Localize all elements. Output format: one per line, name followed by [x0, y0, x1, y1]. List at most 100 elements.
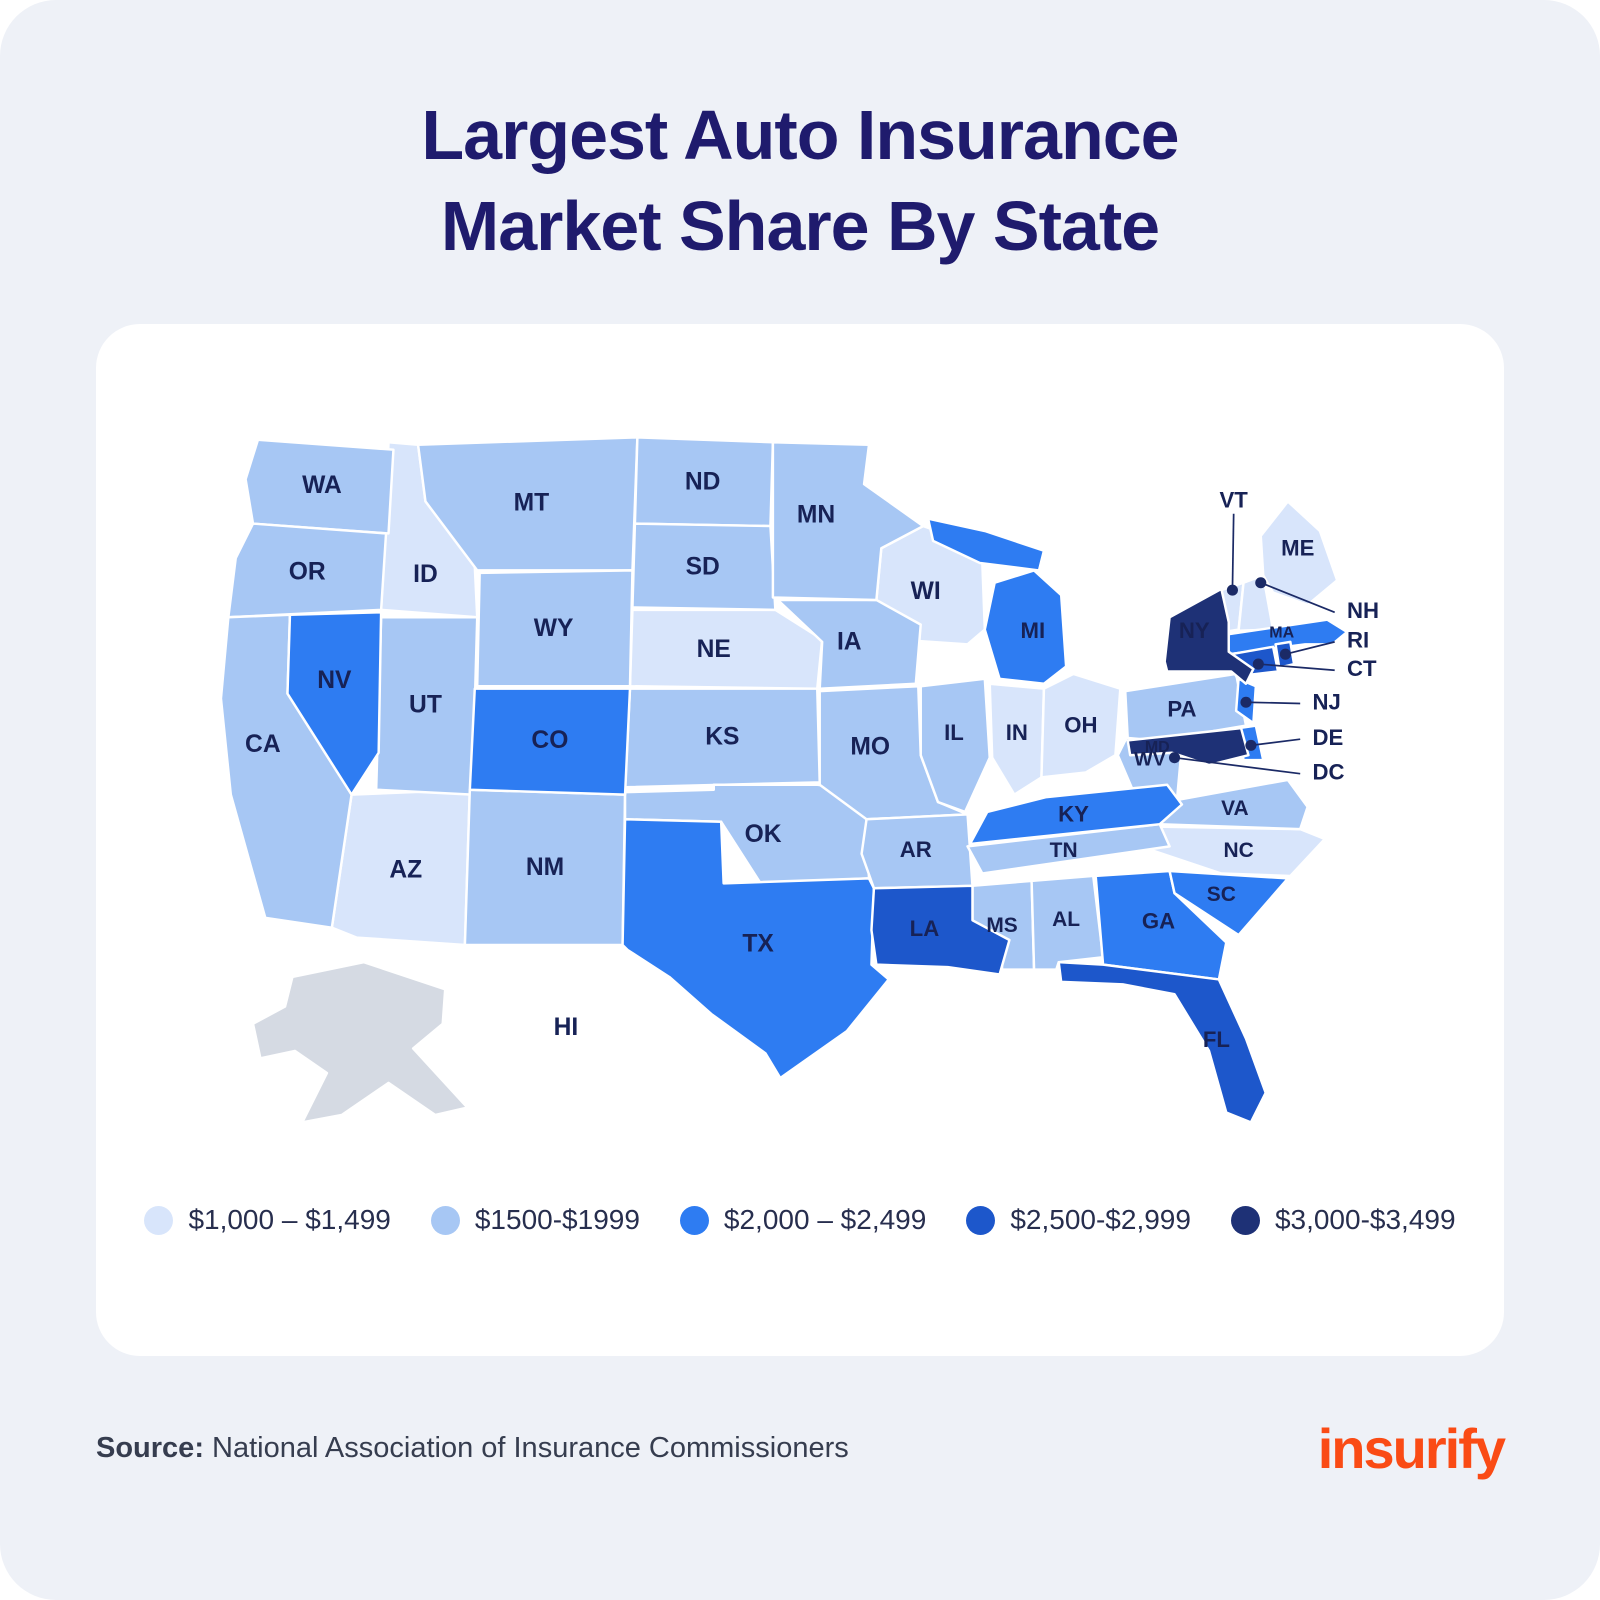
state-shape-nv — [286, 611, 383, 796]
state-label-ut: UT — [409, 691, 442, 718]
state-label-ia: IA — [837, 629, 862, 656]
title-line-2: Market Share By State — [440, 187, 1160, 265]
state-label-hi: HI — [554, 1014, 579, 1041]
state-label-or: OR — [289, 558, 326, 585]
callout-line-nj — [1245, 701, 1301, 705]
state-label-ms: MS — [986, 914, 1017, 937]
state-shape-fl — [1057, 960, 1267, 1124]
map-card: ID AZ NE WI IN OH NC VT NH ME WA OR CA MT ND SD WY UT NM KS… — [96, 324, 1504, 1356]
legend-swatch-3 — [679, 1205, 709, 1235]
callout-label-dc: DC — [1313, 760, 1345, 785]
legend-label-2: $1500-$1999 — [474, 1204, 640, 1235]
callout-label-vt: VT — [1220, 487, 1249, 512]
state-shape-ny — [1163, 587, 1255, 685]
state-label-fl: FL — [1203, 1027, 1230, 1052]
callout-line-de — [1250, 738, 1301, 747]
state-dot-nj — [1240, 696, 1252, 708]
state-label-id: ID — [413, 561, 438, 588]
legend-label-3: $2,000 – $2,499 — [723, 1204, 927, 1235]
source-note: Source: National Association of Insuranc… — [96, 1432, 849, 1465]
state-label-mt: MT — [514, 489, 550, 516]
footer: Source: National Association of Insuranc… — [96, 1416, 1506, 1481]
state-shape-mt — [416, 436, 639, 572]
state-label-nm: NM — [526, 854, 564, 881]
state-shape-in — [988, 682, 1046, 796]
state-dot-dc — [1168, 752, 1181, 764]
state-shape-oh — [1040, 672, 1122, 779]
us-choropleth-map: ID AZ NE WI IN OH NC VT NH ME WA OR CA MT ND SD WY UT NM KS… — [219, 436, 1379, 1124]
state-label-ar: AR — [900, 837, 932, 862]
legend-swatch-4 — [966, 1205, 996, 1235]
state-shape-mi — [926, 517, 1068, 685]
legend-item-4: $2,500-$2,999 — [966, 1204, 1191, 1236]
state-shape-sc — [1168, 869, 1290, 937]
callout-label-nj: NJ — [1313, 689, 1341, 714]
state-shape-ak — [251, 960, 469, 1124]
state-label-sc: SC — [1207, 883, 1236, 906]
state-label-sd: SD — [686, 553, 720, 580]
state-label-ky: KY — [1058, 801, 1089, 826]
callout-label-ri: RI — [1347, 628, 1369, 653]
legend-swatch-2 — [430, 1205, 460, 1235]
brand-logo: insurify — [1317, 1417, 1506, 1480]
legend-label-1: $1,000 – $1,499 — [188, 1204, 391, 1235]
callout-line-nh — [1260, 581, 1336, 614]
legend: $1,000 – $1,499 $1500-$1999 $2,000 – $2,… — [144, 1204, 1456, 1236]
state-label-wy: WY — [534, 615, 574, 642]
state-label-nv: NV — [317, 667, 352, 694]
state-dot-de — [1245, 739, 1257, 751]
state-dot-ri — [1279, 648, 1291, 660]
state-label-mi: MI — [1021, 618, 1046, 643]
state-label-nc: NC — [1223, 839, 1253, 862]
legend-item-3: $2,000 – $2,499 — [679, 1204, 927, 1236]
state-label-al: AL — [1052, 908, 1080, 931]
state-label-ma: MA — [1269, 624, 1294, 641]
state-shape-me — [1259, 500, 1339, 607]
state-label-az: AZ — [389, 857, 422, 884]
state-label-ne: NE — [697, 636, 731, 663]
state-label-wv: WV — [1134, 748, 1166, 770]
source-label: Source: — [96, 1432, 204, 1464]
state-label-ca: CA — [245, 731, 281, 758]
callout-label-de: DE — [1313, 725, 1344, 750]
state-label-co: CO — [531, 727, 568, 754]
legend-item-5: $3,000-$3,499 — [1230, 1204, 1456, 1236]
legend-item-2: $1500-$1999 — [430, 1204, 640, 1236]
state-dot-ct — [1252, 658, 1264, 670]
state-shape-mn — [771, 441, 925, 602]
state-label-tn: TN — [1050, 839, 1078, 862]
state-label-pa: PA — [1167, 697, 1196, 722]
callout-label-ct: CT — [1347, 656, 1377, 681]
legend-label-4: $2,500-$2,999 — [1010, 1204, 1191, 1235]
state-label-wi: WI — [911, 578, 941, 605]
state-label-ny: NY — [1179, 618, 1210, 643]
state-label-nd: ND — [685, 468, 721, 495]
callout-line-ri — [1285, 641, 1335, 656]
state-label-oh: OH — [1064, 713, 1097, 738]
callout-line-ct — [1258, 663, 1335, 672]
state-label-md: MD — [1145, 739, 1170, 756]
legend-label-5: $3,000-$3,499 — [1274, 1204, 1456, 1235]
callout-line-vt — [1231, 513, 1235, 591]
legend-item-1: $1,000 – $1,499 — [144, 1204, 391, 1236]
state-shape-il — [919, 677, 991, 814]
callout-line-dc — [1174, 756, 1301, 775]
state-label-ok: OK — [745, 821, 782, 848]
state-label-il: IL — [944, 720, 964, 745]
state-label-la: LA — [910, 916, 940, 941]
state-label-mn: MN — [797, 502, 835, 529]
state-shape-tx — [621, 818, 890, 1080]
state-shape-md — [1126, 726, 1250, 767]
state-label-tx: TX — [742, 930, 774, 957]
callout-label-nh: NH — [1347, 598, 1379, 623]
legend-swatch-1 — [144, 1205, 174, 1235]
state-shape-wy — [475, 569, 634, 688]
state-label-ks: KS — [705, 723, 739, 750]
state-dot-vt — [1226, 584, 1238, 596]
state-shape-co — [468, 687, 632, 796]
title-line-1: Largest Auto Insurance — [421, 96, 1179, 174]
legend-swatch-5 — [1230, 1205, 1260, 1235]
state-label-wa: WA — [302, 472, 342, 499]
state-label-va: VA — [1221, 797, 1249, 820]
